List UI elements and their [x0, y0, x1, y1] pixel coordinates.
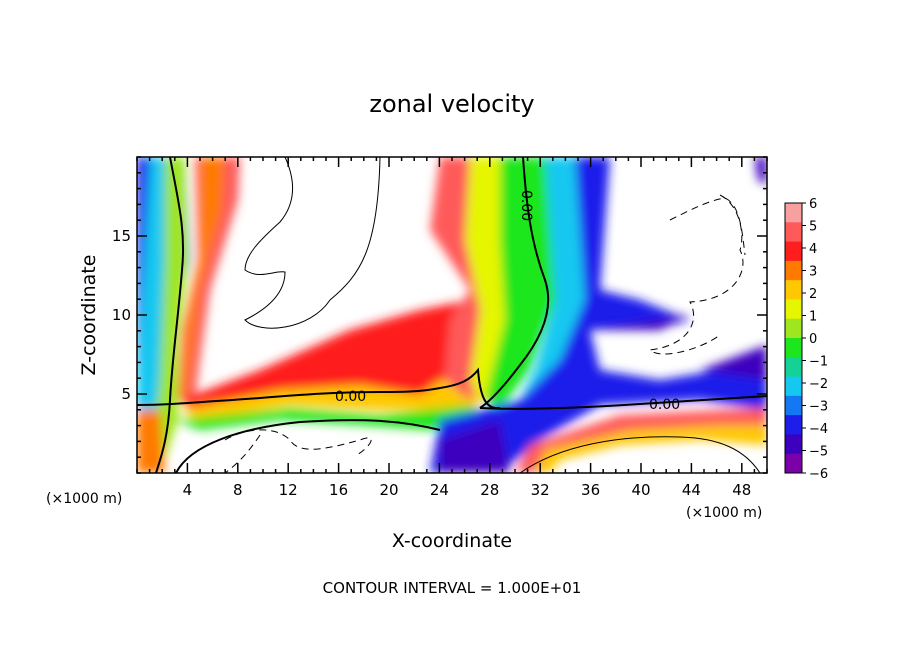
- x-tick-label: 32: [531, 481, 550, 499]
- contour-zero-left: [155, 157, 185, 473]
- x-tick-labels: 4 8 12 16 20 24 28 32 36 40 44 48: [183, 481, 752, 499]
- colorbar-swatch: [785, 376, 802, 397]
- field-blob-shear-green: [175, 405, 500, 430]
- colorbar-label: 0: [809, 332, 817, 347]
- colorbar-swatch: [785, 260, 802, 281]
- y-axis-label: Z-coordinate: [78, 255, 100, 376]
- colorbar-label: −5: [809, 445, 828, 460]
- x-tick-label: 48: [732, 481, 751, 499]
- x-tick-label: 8: [233, 481, 243, 499]
- field-blob-left-orange: [180, 157, 225, 400]
- colorbar-swatch: [785, 338, 802, 358]
- x-tick-label: 12: [279, 481, 298, 499]
- colorbar-swatch: [785, 434, 802, 455]
- colorbar-label: −1: [809, 355, 828, 370]
- contour-label-center: 0.00: [518, 190, 534, 221]
- colorbar-label: 2: [809, 287, 817, 302]
- field-blob-shear-yellow: [180, 360, 495, 420]
- y-tick-label: 15: [112, 227, 131, 245]
- contour-zero-shear: [137, 367, 501, 410]
- x-unit-label: (×1000 m): [686, 505, 762, 521]
- colorbar-swatch: [785, 395, 802, 416]
- contour-dashed-lower-left: [224, 429, 372, 473]
- x-tick-label: 20: [379, 481, 398, 499]
- contour-zero-right: [479, 395, 767, 410]
- contour-lines: [137, 157, 767, 473]
- contour-thin-lower: [519, 436, 761, 473]
- colorbar-label: −4: [809, 422, 828, 437]
- x-tick-label: 4: [183, 481, 193, 499]
- plot-area: 0.00 0.00 0.00: [137, 157, 767, 473]
- field-blob-lowright-yellow: [535, 425, 767, 473]
- field-blob-right-blue: [430, 157, 767, 473]
- field-blob-left-green: [150, 157, 188, 473]
- x-axis-label: X-coordinate: [392, 530, 512, 552]
- colorbar-swatch: [785, 222, 802, 243]
- field-blob-lowright-red: [515, 408, 767, 473]
- colorbar-swatch: [785, 203, 802, 223]
- colorbar-label: −3: [809, 400, 828, 415]
- colorbar-label: 4: [809, 242, 817, 257]
- x-tick-label: 40: [631, 481, 650, 499]
- contour-zero-lower: [175, 419, 441, 473]
- contour-label-right: 0.00: [649, 397, 680, 413]
- colorbar-label: −2: [809, 377, 828, 392]
- contour-zero-center: [479, 157, 550, 409]
- colorbar-label: 6: [809, 197, 817, 212]
- colorbar-swatch: [785, 415, 802, 435]
- colorbar-label: −6: [809, 467, 828, 482]
- axis-ticks: [136, 156, 768, 474]
- y-unit-label: (×1000 m): [46, 491, 122, 507]
- chart-title: zonal velocity: [369, 90, 534, 118]
- colorbar-swatch: [785, 357, 802, 378]
- colorbar-swatch: [785, 318, 802, 339]
- y-tick-labels: 5 10 15: [112, 227, 131, 403]
- y-tick-label: 5: [121, 385, 131, 403]
- contour-dashed-upper-right: [669, 197, 746, 256]
- x-tick-label: 16: [329, 481, 348, 499]
- colorbar-swatch: [785, 280, 802, 300]
- contour-thin-upper: [244, 157, 381, 329]
- x-tick-label: 36: [581, 481, 600, 499]
- colorbar-label: 3: [809, 265, 817, 280]
- colorbar-swatch: [785, 299, 802, 320]
- colorbar-swatch: [785, 453, 802, 474]
- y-tick-label: 10: [112, 306, 131, 324]
- contour-interval-note: CONTOUR INTERVAL = 1.000E+01: [323, 579, 582, 597]
- field-blob-shear-red: [180, 300, 490, 415]
- x-tick-label: 28: [480, 481, 499, 499]
- field-blob-center-green: [485, 157, 555, 410]
- contour-dashed-right: [648, 194, 744, 355]
- colorbar-swatch: [785, 241, 802, 262]
- x-tick-label: 24: [430, 481, 449, 499]
- colorbar-label: 5: [809, 220, 817, 235]
- field-blob-bottomleft-red: [137, 410, 165, 473]
- field-blob-corner-purple: [755, 157, 767, 185]
- contour-label-shear: 0.00: [335, 389, 366, 405]
- field-blob-right-purple: [440, 315, 767, 473]
- colorbar-label: 1: [809, 310, 817, 325]
- colorbar: 6 5 4 3 2 1 0 −1 −2 −3 −4 −5 −6: [784, 197, 828, 482]
- x-tick-label: 44: [682, 481, 701, 499]
